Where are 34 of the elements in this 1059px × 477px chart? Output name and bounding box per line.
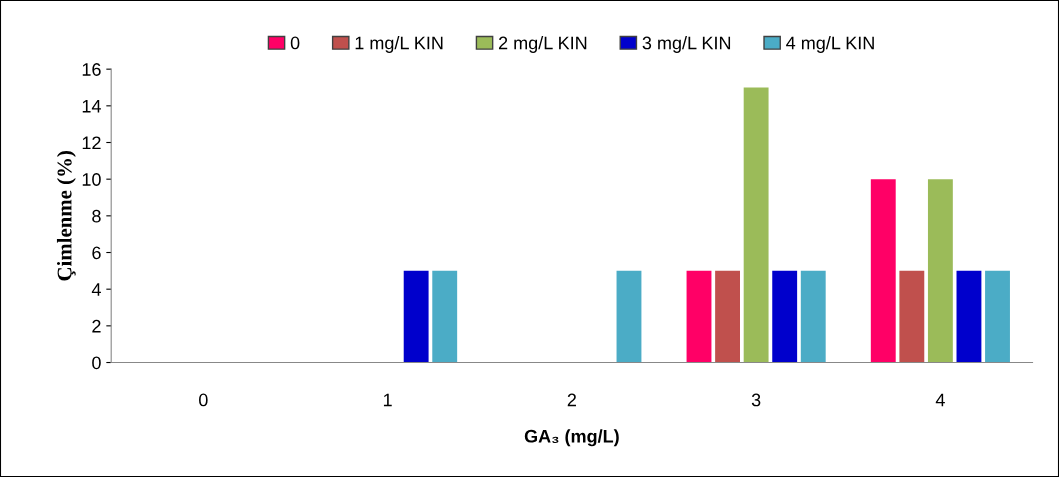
bar (686, 270, 712, 363)
bar (743, 87, 769, 363)
x-tick-label: 0 (199, 393, 208, 407)
x-tick-label: 2 (567, 393, 576, 407)
y-tick-label: 0 (92, 356, 101, 370)
bar (715, 270, 740, 363)
bar (899, 270, 925, 363)
y-axis-title: Çimlenme (%) (56, 151, 76, 281)
legend-label: 4 mg/L KIN (786, 36, 874, 53)
bar (985, 270, 1010, 363)
x-tick-label: 1 (383, 393, 392, 407)
y-tick-label: 4 (91, 283, 101, 296)
bar (403, 270, 429, 363)
y-tick-label: 14 (82, 99, 101, 113)
x-axis-title: GA₃ (mg/L) (524, 429, 619, 447)
legend-label: 2 mg/L KIN (498, 36, 587, 53)
bar (800, 270, 826, 363)
y-tick-label: 8 (92, 209, 101, 223)
y-tick-label: 10 (82, 173, 101, 186)
y-tick-label: 2 (92, 319, 101, 333)
y-tick-label: 6 (92, 246, 101, 260)
y-tick-label: 16 (82, 63, 101, 76)
x-tick-label: 4 (935, 393, 945, 407)
x-tick-label: 3 (751, 393, 761, 407)
y-tick-label: 12 (82, 136, 101, 150)
bar (870, 179, 896, 363)
legend-label: 1 mg/L KIN (355, 36, 443, 53)
bar (956, 270, 982, 363)
legend-label: 0 (290, 36, 300, 50)
bar (772, 270, 798, 363)
bar (616, 270, 642, 363)
legend-label: 3 mg/L KIN (642, 36, 731, 53)
bar (927, 179, 953, 363)
bar (432, 270, 458, 363)
